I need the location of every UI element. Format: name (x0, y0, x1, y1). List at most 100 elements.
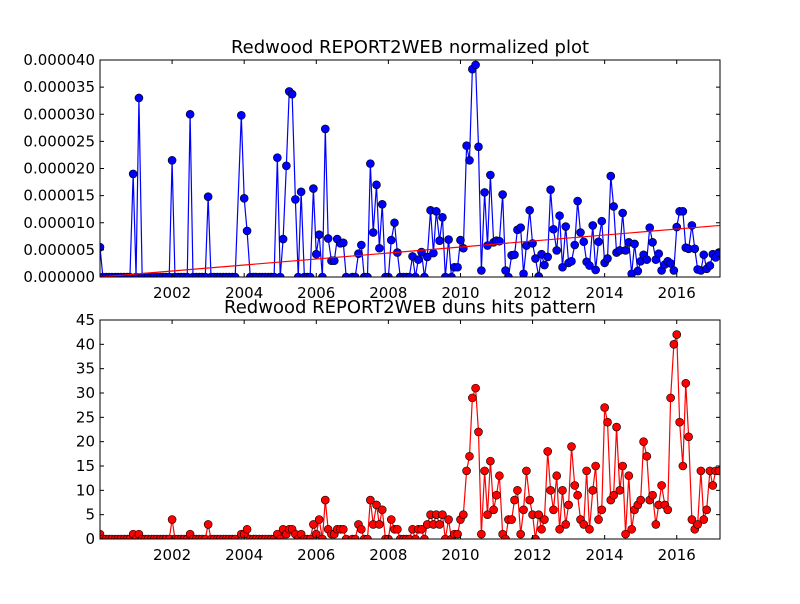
data-point (329, 256, 339, 266)
data-point (375, 243, 384, 253)
data-point (684, 432, 693, 442)
data-point (678, 207, 688, 216)
data-point (510, 250, 519, 260)
data-point (350, 534, 360, 539)
data-point (375, 520, 384, 529)
x-tick-label: 2010 (441, 284, 479, 302)
plot-area (100, 330, 720, 539)
data-point (432, 207, 441, 216)
data-point (654, 249, 664, 258)
data-point (522, 466, 531, 476)
data-point (663, 505, 673, 515)
data-point (546, 486, 555, 495)
x-tick-label: 2006 (297, 546, 335, 564)
data-point (648, 490, 657, 500)
data-point (420, 534, 429, 539)
data-point (519, 269, 528, 277)
data-point (498, 190, 507, 199)
data-point (690, 244, 700, 254)
series-line (100, 224, 720, 277)
data-point (291, 195, 300, 204)
data-point (558, 486, 567, 495)
data-point (675, 417, 684, 427)
data-point (696, 466, 706, 476)
data-point (567, 256, 576, 266)
data-point (444, 515, 453, 524)
data-point (309, 520, 318, 529)
data-point (570, 481, 580, 490)
data-point (564, 500, 573, 510)
data-point (275, 272, 285, 277)
data-point (339, 238, 348, 248)
data-point (468, 393, 477, 403)
y-tick-label: 20 (76, 433, 95, 451)
data-point (516, 223, 525, 232)
data-point (501, 534, 510, 539)
data-point (311, 249, 321, 259)
data-point (537, 524, 546, 534)
data-point (435, 520, 444, 529)
data-point (567, 442, 576, 451)
data-point (474, 142, 483, 152)
data-point (318, 272, 327, 277)
y-tick-label: 0.000005 (23, 241, 95, 259)
data-point (627, 524, 636, 534)
data-point (558, 262, 567, 272)
x-tick-label: 2008 (369, 284, 407, 302)
data-point (438, 213, 447, 222)
data-point (495, 471, 504, 481)
data-point (507, 515, 516, 524)
y-tick-label: 35 (76, 360, 95, 378)
data-point (597, 505, 607, 515)
data-point (603, 417, 612, 427)
x-tick-label: 2004 (225, 546, 263, 564)
data-point (134, 93, 144, 103)
data-point (693, 520, 702, 529)
data-point (462, 141, 471, 151)
data-point (552, 246, 562, 255)
data-point (357, 240, 366, 250)
data-point (393, 524, 402, 534)
data-point (651, 520, 661, 529)
y-tick-label: 15 (76, 457, 95, 475)
data-point (672, 330, 682, 339)
data-point (368, 228, 378, 237)
data-point (465, 451, 474, 461)
data-point (417, 524, 426, 534)
data-point (480, 466, 489, 476)
data-point (372, 180, 381, 190)
y-tick-label: 0.000035 (23, 78, 95, 96)
data-point (669, 266, 679, 275)
data-point (350, 272, 360, 277)
x-tick-label: 2012 (513, 284, 551, 302)
data-point (230, 534, 240, 539)
data-point (609, 490, 618, 500)
data-point (621, 246, 630, 255)
data-point (309, 184, 318, 193)
data-point (687, 515, 697, 524)
data-point (167, 156, 177, 165)
data-point (377, 505, 387, 515)
data-point (561, 520, 571, 529)
x-tick-label: 2016 (658, 546, 696, 564)
y-tick-label: 25 (76, 408, 95, 426)
data-point (339, 524, 348, 534)
data-point (615, 486, 625, 495)
data-point (323, 234, 333, 243)
data-point (230, 272, 240, 277)
data-point (624, 471, 634, 481)
y-tick-label: 30 (76, 384, 95, 402)
y-tick-label: 0.000040 (23, 51, 95, 69)
data-point (471, 383, 480, 393)
data-point (714, 466, 720, 476)
data-point (648, 237, 657, 247)
data-point (600, 403, 609, 412)
data-point (465, 156, 474, 165)
data-point (203, 192, 213, 202)
y-tick-label: 0.000025 (23, 132, 95, 150)
x-tick-label: 2002 (153, 284, 191, 302)
data-point (549, 505, 558, 515)
data-point (579, 520, 589, 529)
y-tick-label: 0.000000 (23, 268, 95, 286)
